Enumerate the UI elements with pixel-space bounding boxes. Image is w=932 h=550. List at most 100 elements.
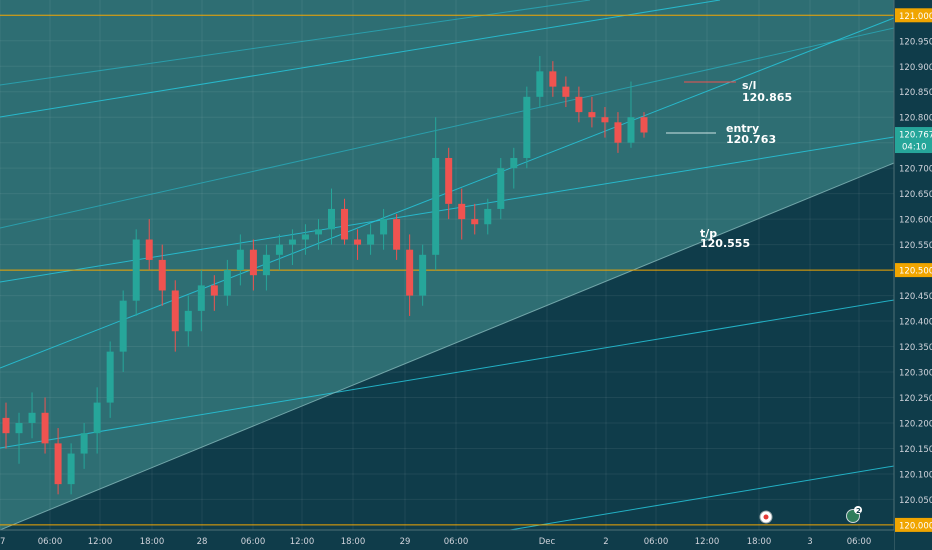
event-count: 2 bbox=[856, 507, 861, 515]
channel-line[interactable] bbox=[0, 299, 895, 449]
candle[interactable] bbox=[406, 249, 414, 296]
price-tick-label: 120.150 bbox=[899, 445, 932, 455]
candle[interactable] bbox=[301, 234, 309, 240]
candle[interactable] bbox=[328, 208, 336, 230]
candle[interactable] bbox=[223, 270, 231, 296]
time-tick-label: 29 bbox=[400, 537, 411, 547]
candle[interactable] bbox=[119, 300, 127, 352]
price-tick-label: 120.600 bbox=[899, 216, 932, 226]
candle[interactable] bbox=[393, 219, 401, 250]
price-tick-label: 120.300 bbox=[899, 369, 932, 379]
candle[interactable] bbox=[549, 71, 557, 87]
candle[interactable] bbox=[380, 219, 388, 235]
t-p-label: t/p bbox=[700, 227, 717, 240]
candle[interactable] bbox=[249, 249, 257, 276]
candle[interactable] bbox=[510, 157, 518, 169]
last-price-label: 120.767 bbox=[899, 131, 932, 141]
candle[interactable] bbox=[614, 122, 622, 143]
t-p-value: 120.555 bbox=[700, 237, 750, 250]
candle[interactable] bbox=[601, 117, 609, 123]
candle[interactable] bbox=[54, 443, 62, 485]
time-tick-label: 06:00 bbox=[241, 537, 266, 547]
candle[interactable] bbox=[341, 208, 349, 240]
candle[interactable] bbox=[354, 239, 362, 245]
level-price-label: 120.500 bbox=[899, 267, 932, 277]
candle[interactable] bbox=[445, 157, 453, 204]
candle[interactable] bbox=[210, 285, 218, 296]
candle[interactable] bbox=[106, 351, 114, 403]
candle[interactable] bbox=[562, 86, 570, 97]
time-tick-label: 06:00 bbox=[847, 537, 872, 547]
countdown-label: 04:10 bbox=[902, 143, 927, 153]
time-tick-label: 06:00 bbox=[644, 537, 669, 547]
price-tick-label: 120.350 bbox=[899, 343, 932, 353]
time-tick-label: 28 bbox=[197, 537, 208, 547]
candle[interactable] bbox=[523, 96, 531, 158]
price-tick-label: 120.400 bbox=[899, 318, 932, 328]
candle[interactable] bbox=[236, 249, 244, 271]
price-tick-label: 120.650 bbox=[899, 190, 932, 200]
candle[interactable] bbox=[197, 285, 205, 311]
candle[interactable] bbox=[367, 234, 375, 245]
candle[interactable] bbox=[314, 229, 322, 235]
candle[interactable] bbox=[184, 310, 192, 332]
level-price-label: 120.000 bbox=[899, 521, 932, 531]
entry-value: 120.763 bbox=[726, 133, 776, 146]
candle[interactable] bbox=[275, 244, 283, 255]
time-axis: 7 06:00 12:00 18:00 28 06:00 12:00 18:00 29 06:00… bbox=[0, 529, 894, 550]
candle[interactable] bbox=[419, 254, 427, 296]
candle[interactable] bbox=[262, 254, 270, 276]
channel-line[interactable] bbox=[0, 27, 895, 229]
candle[interactable] bbox=[484, 208, 492, 225]
candle[interactable] bbox=[640, 117, 648, 133]
candle[interactable] bbox=[432, 157, 440, 255]
candle[interactable] bbox=[67, 453, 75, 485]
price-tick-label: 120.100 bbox=[899, 470, 932, 480]
candle[interactable] bbox=[80, 433, 88, 454]
time-tick-label: 12:00 bbox=[695, 537, 720, 547]
entry-label: entry bbox=[726, 122, 759, 135]
candle[interactable] bbox=[15, 422, 23, 434]
candle[interactable] bbox=[458, 203, 466, 220]
channel-line[interactable] bbox=[509, 465, 895, 531]
time-tick-label: 12:00 bbox=[290, 537, 315, 547]
level-price-label: 121.000 bbox=[899, 12, 932, 22]
channel-line[interactable] bbox=[0, 0, 721, 118]
candles bbox=[2, 56, 648, 495]
time-tick-label: 06:00 bbox=[38, 537, 63, 547]
candle[interactable] bbox=[471, 219, 479, 225]
time-tick-label: 18:00 bbox=[140, 537, 165, 547]
price-tick-label: 120.950 bbox=[899, 37, 932, 47]
event-count-badge bbox=[854, 506, 862, 514]
price-tick-label: 120.900 bbox=[899, 63, 932, 73]
candle[interactable] bbox=[288, 239, 296, 245]
price-tick-label: 120.550 bbox=[899, 241, 932, 251]
candle[interactable] bbox=[536, 71, 544, 97]
candle[interactable] bbox=[171, 290, 179, 332]
candle[interactable] bbox=[41, 412, 49, 444]
flag-icon bbox=[763, 514, 769, 520]
time-tick-label: 18:00 bbox=[341, 537, 366, 547]
time-tick-label: 2 bbox=[603, 537, 608, 547]
candle[interactable] bbox=[2, 417, 10, 434]
channel-line[interactable] bbox=[0, 0, 591, 86]
candle[interactable] bbox=[145, 239, 153, 260]
candle[interactable] bbox=[588, 112, 596, 118]
last-price-tag[interactable] bbox=[895, 127, 932, 154]
candle[interactable] bbox=[158, 259, 166, 291]
time-axis-background bbox=[0, 530, 894, 550]
candle[interactable] bbox=[132, 239, 140, 301]
candle[interactable] bbox=[627, 117, 635, 143]
candle[interactable] bbox=[28, 412, 36, 423]
candle[interactable] bbox=[575, 96, 583, 113]
price-tick-label: 120.250 bbox=[899, 394, 932, 404]
stop-loss-value: 120.865 bbox=[742, 91, 792, 104]
candle[interactable] bbox=[497, 168, 505, 209]
time-tick-label: 18:00 bbox=[747, 537, 772, 547]
time-tick-label: 3 bbox=[807, 537, 812, 547]
candle[interactable] bbox=[93, 402, 101, 434]
time-tick-label: 7 bbox=[0, 537, 5, 547]
channel-line[interactable] bbox=[0, 162, 895, 531]
